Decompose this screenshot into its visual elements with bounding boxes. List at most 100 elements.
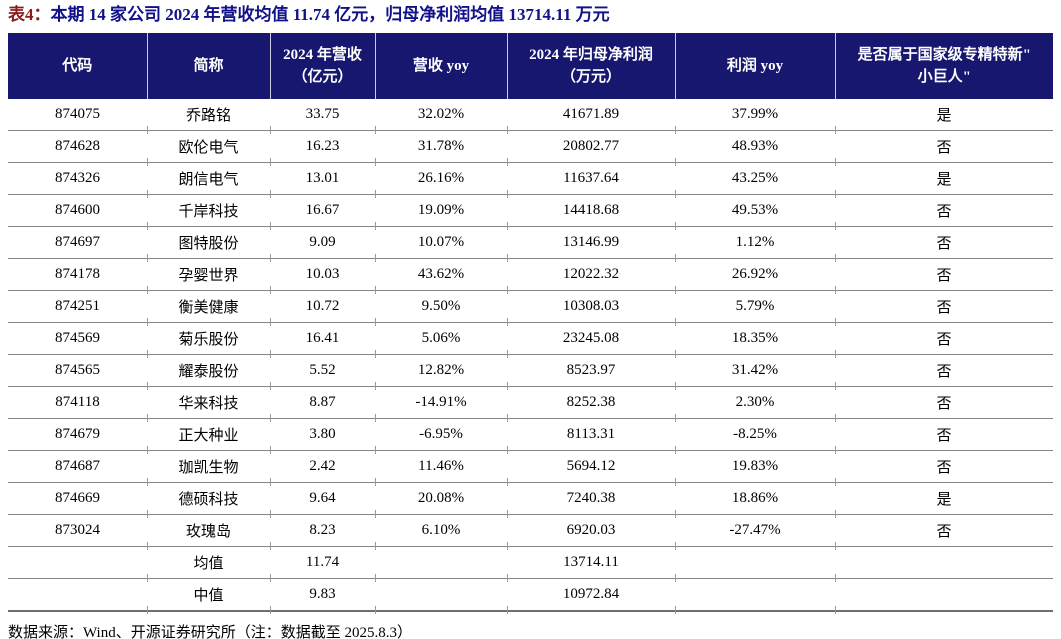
table-row: 874697 图特股份 9.09 10.07% 13146.99 1.12% 否 xyxy=(8,226,1053,262)
table-cell: 19.83% xyxy=(675,450,836,486)
table-cell: 874697 xyxy=(8,226,148,262)
companies-table: 代码 简称 2024 年营收 （亿元） 营收 yoy 2024 年归母净利润 （万元） 利润 … xyxy=(8,33,1053,613)
table-cell: 否 xyxy=(835,130,1053,163)
table-row: 874565 耀泰股份 5.52 12.82% 8523.97 31.42% 否 xyxy=(8,354,1053,390)
table-row: 874687 珈凯生物 2.42 11.46% 5694.12 19.83% 否 xyxy=(8,450,1053,486)
table-cell: 8113.31 xyxy=(507,418,676,454)
table-caption: 表4：本期 14 家公司 2024 年营收均值 11.74 亿元，归母净利润均值… xyxy=(8,4,1053,26)
table-cell: 欧伦电气 xyxy=(147,130,271,166)
table-cell xyxy=(835,578,1053,612)
table-cell: 13146.99 xyxy=(507,226,676,262)
table-cell: 孕婴世界 xyxy=(147,258,271,294)
table-cell: 衡美健康 xyxy=(147,290,271,326)
table-cell: 874251 xyxy=(8,290,148,326)
table-cell: 否 xyxy=(835,290,1053,323)
column-header-line: 代码 xyxy=(62,58,93,74)
table-cell: 16.41 xyxy=(270,322,376,358)
table-cell: 874178 xyxy=(8,258,148,294)
table-cell: 8252.38 xyxy=(507,386,676,422)
table-cell xyxy=(8,578,148,613)
table-cell: 874669 xyxy=(8,482,148,518)
table-cell: 千岸科技 xyxy=(147,194,271,230)
table-cell: 11.46% xyxy=(375,450,508,486)
table-cell: 41671.89 xyxy=(507,99,676,134)
table-cell: 10972.84 xyxy=(507,578,676,613)
table-cell: 49.53% xyxy=(675,194,836,230)
table-caption-prefix: 表4： xyxy=(8,5,51,24)
table-cell: 31.78% xyxy=(375,130,508,166)
table-cell: 10.03 xyxy=(270,258,376,294)
table-row: 874628 欧伦电气 16.23 31.78% 20802.77 48.93% 否 xyxy=(8,130,1053,166)
table-cell: 正大种业 xyxy=(147,418,271,454)
table-cell: 16.67 xyxy=(270,194,376,230)
column-header: 2024 年营收 （亿元） xyxy=(269,33,375,99)
table-cell: 11.74 xyxy=(270,546,376,582)
table-cell: 9.09 xyxy=(270,226,376,262)
table-cell: 43.62% xyxy=(375,258,508,294)
table-cell: 是 xyxy=(835,482,1053,515)
table-cell: 16.23 xyxy=(270,130,376,166)
table-row: 874178 孕婴世界 10.03 43.62% 12022.32 26.92% 否 xyxy=(8,258,1053,294)
table-cell: 20802.77 xyxy=(507,130,676,166)
table-cell: 否 xyxy=(835,258,1053,291)
table-cell: 2.42 xyxy=(270,450,376,486)
table-cell: 9.50% xyxy=(375,290,508,326)
table-cell: 13.01 xyxy=(270,162,376,198)
table-cell: 2.30% xyxy=(675,386,836,422)
table-cell: 玫瑰岛 xyxy=(147,514,271,550)
table-cell xyxy=(675,578,836,613)
table-cell: 5.79% xyxy=(675,290,836,326)
table-cell: 3.80 xyxy=(270,418,376,454)
table-cell: 1.12% xyxy=(675,226,836,262)
table-cell: 874326 xyxy=(8,162,148,198)
table-cell: -27.47% xyxy=(675,514,836,550)
table-cell: 6920.03 xyxy=(507,514,676,550)
table-cell: 均值 xyxy=(147,546,271,582)
table-row: 873024 玫瑰岛 8.23 6.10% 6920.03 -27.47% 否 xyxy=(8,514,1053,550)
column-header-line: 2024 年营收 xyxy=(283,47,362,63)
table-cell: 9.64 xyxy=(270,482,376,518)
table-cell: 图特股份 xyxy=(147,226,271,262)
column-header-line: 营收 yoy xyxy=(412,58,470,74)
column-header: 利润 yoy xyxy=(674,33,835,99)
table-cell xyxy=(375,578,508,613)
table-cell: 5694.12 xyxy=(507,450,676,486)
table-cell: 20.08% xyxy=(375,482,508,518)
column-header-line: （万元） xyxy=(560,69,621,85)
table-cell: 33.75 xyxy=(270,99,376,134)
table-cell: 8.23 xyxy=(270,514,376,550)
table-cell: 7240.38 xyxy=(507,482,676,518)
table-cell: 乔路铭 xyxy=(147,99,271,134)
table-cell xyxy=(675,546,836,582)
table-cell: 8523.97 xyxy=(507,354,676,390)
table-cell: 华来科技 xyxy=(147,386,271,422)
table-row: 874251 衡美健康 10.72 9.50% 10308.03 5.79% 否 xyxy=(8,290,1053,326)
table-cell: 12.82% xyxy=(375,354,508,390)
table-cell: 874600 xyxy=(8,194,148,230)
table-cell: 8.87 xyxy=(270,386,376,422)
table-cell: 5.52 xyxy=(270,354,376,390)
table-cell: 32.02% xyxy=(375,99,508,134)
column-header-line: （亿元） xyxy=(292,69,353,85)
table-row: 874326 朗信电气 13.01 26.16% 11637.64 43.25% 是 xyxy=(8,162,1053,198)
table-cell: 14418.68 xyxy=(507,194,676,230)
table-cell: 43.25% xyxy=(675,162,836,198)
table-cell xyxy=(8,546,148,582)
table-cell: 否 xyxy=(835,386,1053,419)
table-cell: 否 xyxy=(835,226,1053,259)
table-cell: 否 xyxy=(835,418,1053,451)
table-cell: 23245.08 xyxy=(507,322,676,358)
source-note: 数据来源：Wind、开源证券研究所（注：数据截至 2025.8.3） xyxy=(8,625,412,639)
table-row: 874075 乔路铭 33.75 32.02% 41671.89 37.99% 是 xyxy=(8,99,1053,134)
table-cell: 5.06% xyxy=(375,322,508,358)
table-cell: 13714.11 xyxy=(507,546,676,582)
table-header-row: 代码 简称 2024 年营收 （亿元） 营收 yoy 2024 年归母净利润 （万元） 利润 … xyxy=(8,33,1053,99)
table-cell: 朗信电气 xyxy=(147,162,271,198)
table-cell: 874565 xyxy=(8,354,148,390)
table-cell: 否 xyxy=(835,194,1053,227)
table-cell: 874075 xyxy=(8,99,148,134)
table-cell: 是 xyxy=(835,99,1053,131)
table-cell: 874679 xyxy=(8,418,148,454)
table-cell: -6.95% xyxy=(375,418,508,454)
table-header: 代码 简称 2024 年营收 （亿元） 营收 yoy 2024 年归母净利润 （万元） 利润 … xyxy=(8,33,1053,99)
